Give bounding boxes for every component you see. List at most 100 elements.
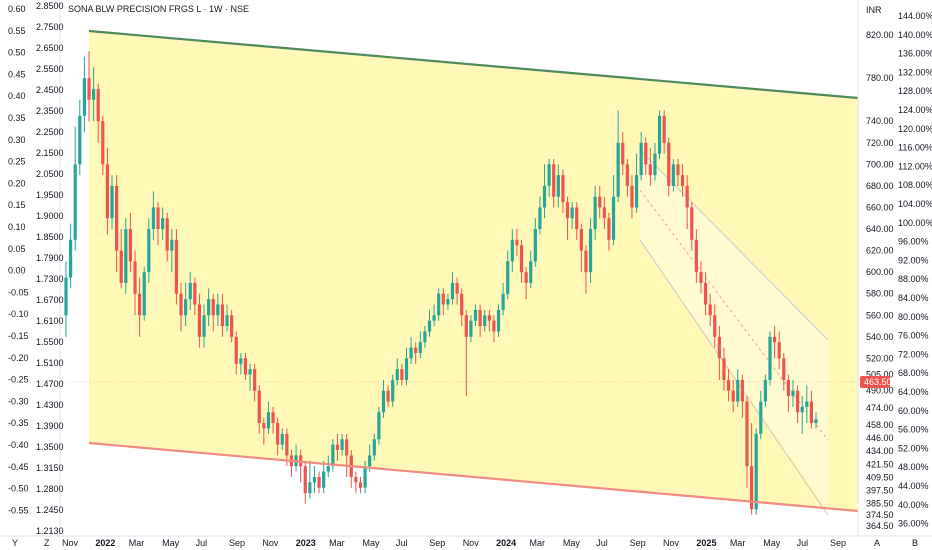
time-tick: Sep <box>429 538 445 548</box>
left-log-tick: 1.3500 <box>36 442 64 452</box>
candle-body <box>460 293 464 316</box>
left-log-tick: 1.2450 <box>36 505 64 515</box>
candle-body <box>322 471 326 488</box>
right-pct-tick: 100.00% <box>898 218 932 228</box>
time-tick: May <box>763 538 781 548</box>
candle-body <box>561 175 565 203</box>
candle-body <box>165 218 169 251</box>
candle-body <box>616 142 620 197</box>
right-price-tick: 397.50 <box>866 485 894 495</box>
candle-body <box>414 347 418 353</box>
right-pct-tick: 48.00% <box>898 462 929 472</box>
candle-body <box>722 358 726 380</box>
right-price-tick: 580.00 <box>866 289 894 299</box>
right-price-tick: 520.00 <box>866 353 894 363</box>
left-fib-tick: -0.40 <box>8 440 29 450</box>
candle-body <box>92 88 96 100</box>
candle-body <box>671 164 675 186</box>
right-price-tick: 434.00 <box>866 446 894 456</box>
right-price-tick: 700.00 <box>866 159 894 169</box>
time-tick: Jul <box>797 538 809 548</box>
left-log-tick: 2.2500 <box>36 127 64 137</box>
candle-body <box>174 239 179 294</box>
corner-label-y[interactable]: Y <box>12 538 18 548</box>
right-price-tick: 409.50 <box>866 472 894 482</box>
candle-body <box>363 466 367 488</box>
left-log-tick: 1.9000 <box>36 211 64 221</box>
left-fib-tick: 0.30 <box>8 135 26 145</box>
candle-body <box>639 142 643 176</box>
candle-body <box>501 293 505 310</box>
left-fib-axis[interactable]: 0.60 0.55 0.50 0.45 0.40 0.35 0.30 0.25 0.20 0.15… <box>8 4 29 515</box>
right-price-tick: 660.00 <box>866 202 894 212</box>
right-pct-tick: 36.00% <box>898 519 929 529</box>
candle-body <box>128 229 133 262</box>
time-tick: Jul <box>596 538 608 548</box>
regression-channel-lower <box>639 239 829 516</box>
time-tick: 2023 <box>296 538 316 548</box>
candle-body <box>483 315 487 327</box>
candle-body <box>538 207 542 230</box>
candle-body <box>598 196 602 208</box>
time-tick: Sep <box>830 538 846 548</box>
candle-body <box>225 315 229 327</box>
time-tick: 2022 <box>95 538 115 548</box>
left-log-tick: 1.2130 <box>36 526 64 536</box>
candle-body <box>630 185 634 208</box>
candle-body <box>713 315 717 337</box>
candle-body <box>234 336 238 364</box>
candle-body <box>239 358 243 364</box>
candle-body <box>565 202 570 219</box>
upper-trendline[interactable] <box>88 29 859 100</box>
time-tick: Mar <box>529 538 545 548</box>
time-tick: Nov <box>463 538 480 548</box>
left-log-tick: 1.5100 <box>36 358 64 368</box>
candle-body <box>188 282 192 300</box>
lower-trendline[interactable] <box>88 441 859 513</box>
chart-title: SONA BLW PRECISION FRGS L · 1W · NSE <box>68 4 249 14</box>
candle-body <box>372 439 376 456</box>
right-pct-tick: 76.00% <box>898 331 929 341</box>
candle-body <box>138 293 142 316</box>
candle-body <box>368 455 372 467</box>
candle-body <box>690 207 694 240</box>
time-tick: Jul <box>396 538 408 548</box>
candle-body <box>736 379 740 402</box>
candle-body <box>676 164 680 176</box>
left-fib-tick: -0.10 <box>8 309 29 319</box>
left-fib-tick: 0.10 <box>8 222 26 232</box>
candle-body <box>731 390 735 402</box>
candle-body <box>648 164 652 176</box>
right-price-axis[interactable]: 820.00 780.00 740.00 720.00 700.00 680.00 660.… <box>866 30 894 531</box>
candle-body <box>156 207 160 230</box>
candle-body <box>64 277 68 316</box>
left-log-tick: 1.7900 <box>36 253 64 263</box>
corner-label-a[interactable]: A <box>874 538 880 548</box>
candle-body <box>777 342 781 359</box>
right-pct-axis[interactable]: 144.00% 140.00% 136.00% 132.00% 128.00% 124.0… <box>898 11 932 529</box>
corner-label-b[interactable]: B <box>912 538 918 548</box>
candle-body <box>694 239 698 273</box>
time-axis[interactable]: Nov 2022 Mar May Jul Sep Nov 2023 Mar May Jul Sep No… <box>62 538 846 548</box>
candle-body <box>151 207 156 230</box>
left-fib-tick: 0.50 <box>8 48 26 58</box>
right-pct-tick: 88.00% <box>898 274 929 284</box>
candle-body <box>202 315 206 337</box>
candle-body <box>404 358 409 380</box>
right-pct-tick: 80.00% <box>898 312 929 322</box>
left-fib-tick: 0.00 <box>8 266 26 276</box>
right-price-tick: 640.00 <box>866 224 894 234</box>
last-price-badge: 463.50 <box>860 376 892 388</box>
candle-body <box>220 304 225 327</box>
candle-body <box>335 444 340 451</box>
candle-body <box>611 196 616 240</box>
candle-body <box>253 369 257 391</box>
candle-body <box>308 482 312 494</box>
candle-body <box>533 229 537 262</box>
candle-body <box>87 78 91 100</box>
candle-body <box>699 272 703 283</box>
parallel-channel-fill <box>89 31 858 511</box>
left-log-axis[interactable]: 2.8500 2.7500 2.6500 2.5500 2.4500 2.3500 2.25… <box>36 1 64 536</box>
corner-label-z[interactable]: Z <box>44 538 50 548</box>
